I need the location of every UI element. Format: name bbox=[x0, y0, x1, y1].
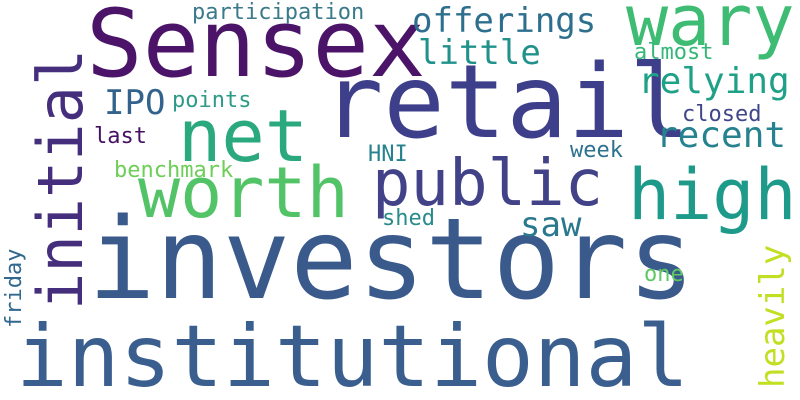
word-relying: relying bbox=[638, 61, 790, 102]
word-high: high bbox=[628, 154, 797, 236]
word-heavily: heavily bbox=[753, 244, 793, 388]
word-wary: wary bbox=[626, 0, 795, 62]
word-sensex: Sensex bbox=[86, 0, 426, 99]
word-saw: saw bbox=[520, 205, 582, 245]
word-points: points bbox=[172, 88, 252, 113]
word-week: week bbox=[570, 138, 623, 163]
word-friday: friday bbox=[2, 248, 27, 328]
word-ipo: IPO bbox=[104, 83, 166, 123]
word-net: net bbox=[178, 94, 309, 178]
word-retail: retail bbox=[322, 43, 691, 162]
word-hni: HNI bbox=[368, 142, 408, 167]
word-institutional: institutional bbox=[16, 307, 690, 400]
word-recent: recent bbox=[656, 115, 787, 156]
word-worth: worth bbox=[138, 152, 349, 234]
word-offerings: offerings bbox=[412, 1, 597, 41]
word-one: one bbox=[644, 262, 684, 287]
word-almost: almost bbox=[634, 40, 714, 65]
word-public: public bbox=[372, 147, 604, 221]
word-closed: closed bbox=[682, 102, 762, 127]
word-little: little bbox=[418, 33, 541, 73]
word-participation: participation bbox=[192, 0, 365, 25]
word-initial: initial bbox=[24, 48, 97, 310]
word-shed: shed bbox=[382, 206, 435, 231]
word-investors: investors bbox=[88, 195, 695, 325]
word-benchmark: benchmark bbox=[114, 158, 234, 183]
word-last: last bbox=[94, 124, 147, 149]
